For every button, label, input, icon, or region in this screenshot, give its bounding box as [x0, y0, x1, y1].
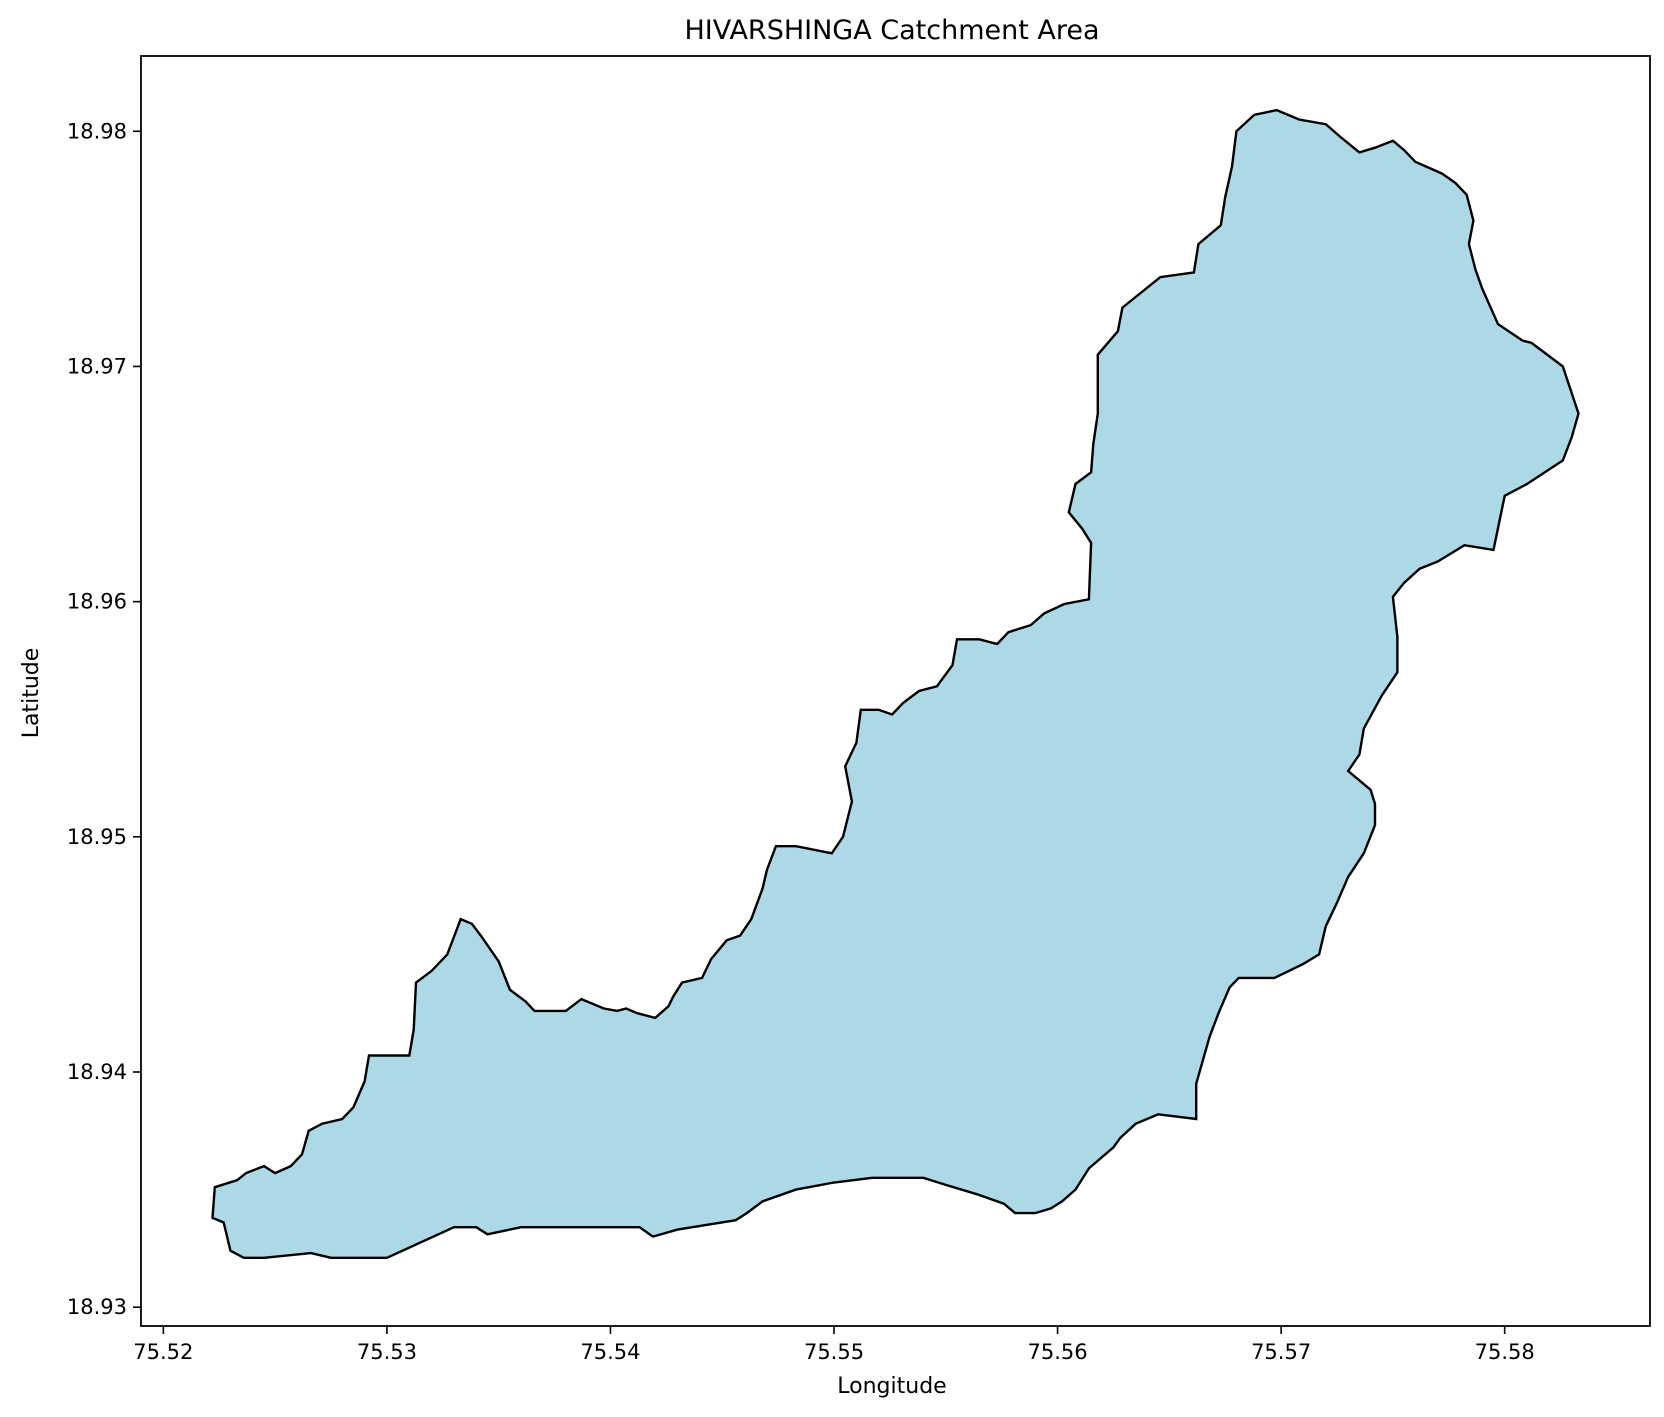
x-axis-label: Longitude [837, 1374, 946, 1399]
x-tick-label: 75.56 [1028, 1340, 1088, 1364]
y-axis-label: Latitude [19, 648, 44, 739]
x-tick-label: 75.54 [580, 1340, 640, 1364]
y-tick-label: 18.95 [67, 825, 127, 849]
x-tick-label: 75.57 [1251, 1340, 1311, 1364]
x-tick-label: 75.55 [804, 1340, 864, 1364]
catchment-area-polygon [211, 108, 1580, 1259]
y-tick-label: 18.97 [67, 354, 127, 378]
y-tick-label: 18.94 [67, 1060, 127, 1084]
x-tick-label: 75.53 [357, 1340, 417, 1364]
y-tick-label: 18.93 [67, 1295, 127, 1319]
y-tick-label: 18.96 [67, 590, 127, 614]
plot-area [140, 55, 1651, 1327]
x-axis-ticks: 75.52 75.53 75.54 75.55 75.56 75.57 75.58 [133, 1326, 1535, 1364]
y-axis-ticks: 18.93 18.94 18.95 18.96 18.97 18.98 [67, 119, 141, 1319]
chart-title: HIVARSHINGA Catchment Area [684, 15, 1099, 46]
x-tick-label: 75.58 [1475, 1340, 1535, 1364]
y-tick-label: 18.98 [67, 119, 127, 143]
axes-frame [140, 55, 1651, 1327]
x-tick-label: 75.52 [133, 1340, 193, 1364]
